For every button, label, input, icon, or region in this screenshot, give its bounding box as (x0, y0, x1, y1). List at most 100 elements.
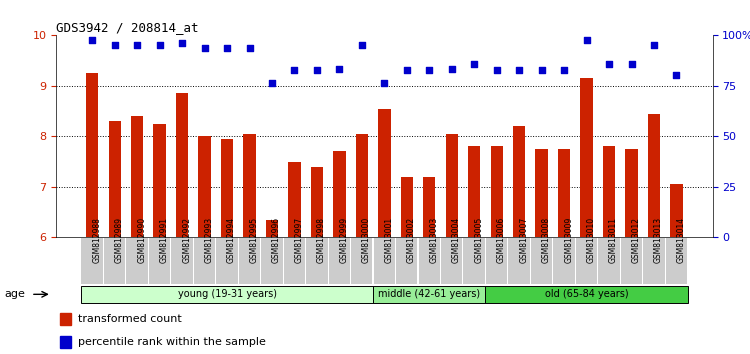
FancyBboxPatch shape (419, 238, 440, 285)
Text: GSM813014: GSM813014 (676, 217, 686, 263)
Text: GSM813004: GSM813004 (452, 216, 460, 263)
Text: GSM813007: GSM813007 (519, 216, 528, 263)
Point (490, 67, 502, 73)
Point (289, 67, 301, 73)
FancyBboxPatch shape (306, 238, 328, 285)
Text: young (19-31 years): young (19-31 years) (178, 289, 277, 299)
Bar (81, 286, 374, 303)
Point (670, 72, 682, 78)
Point (468, 61, 480, 67)
FancyBboxPatch shape (644, 238, 664, 285)
Text: GSM813009: GSM813009 (564, 216, 573, 263)
FancyBboxPatch shape (621, 238, 642, 285)
Text: middle (42-61 years): middle (42-61 years) (378, 289, 481, 299)
Bar (221, 139, 233, 354)
Bar (558, 149, 570, 354)
FancyBboxPatch shape (486, 238, 507, 285)
FancyBboxPatch shape (598, 238, 619, 285)
Point (536, 67, 548, 73)
Text: GSM813002: GSM813002 (406, 217, 416, 263)
Text: GSM812997: GSM812997 (295, 217, 304, 263)
Text: GSM813013: GSM813013 (654, 217, 663, 263)
Bar (374, 286, 485, 303)
Bar (536, 149, 548, 354)
Bar (446, 134, 458, 354)
FancyBboxPatch shape (576, 238, 597, 285)
Bar (468, 147, 481, 354)
FancyBboxPatch shape (374, 238, 395, 285)
Point (199, 45, 211, 51)
Text: GSM812995: GSM812995 (250, 217, 259, 263)
Bar (580, 78, 592, 354)
Text: GSM812992: GSM812992 (182, 217, 191, 263)
Bar (513, 126, 526, 354)
Text: GSM812994: GSM812994 (227, 217, 236, 263)
FancyBboxPatch shape (171, 238, 193, 285)
Bar (648, 114, 660, 354)
Bar (626, 149, 638, 354)
Bar (199, 136, 211, 354)
Point (244, 45, 256, 50)
Text: GSM813006: GSM813006 (496, 216, 506, 263)
Text: GSM812999: GSM812999 (340, 217, 349, 263)
FancyBboxPatch shape (554, 238, 574, 285)
Text: GSM812996: GSM812996 (272, 217, 281, 263)
Bar (310, 167, 323, 354)
FancyBboxPatch shape (396, 238, 418, 285)
FancyBboxPatch shape (284, 238, 305, 285)
Point (334, 67, 346, 72)
Text: GSM813011: GSM813011 (609, 217, 618, 263)
Point (513, 67, 525, 73)
Point (603, 61, 615, 67)
Bar (176, 93, 188, 354)
Point (580, 37, 592, 43)
FancyBboxPatch shape (328, 238, 350, 285)
Point (131, 42, 143, 48)
Point (154, 43, 166, 48)
Point (356, 43, 368, 48)
Point (221, 45, 233, 51)
Bar (86, 73, 98, 354)
Point (86, 38, 98, 43)
FancyBboxPatch shape (238, 238, 260, 285)
FancyBboxPatch shape (216, 238, 238, 285)
Text: old (65-84 years): old (65-84 years) (544, 289, 628, 299)
Text: GSM813003: GSM813003 (429, 216, 438, 263)
Bar (670, 184, 682, 354)
Text: GSM812990: GSM812990 (137, 217, 146, 263)
FancyBboxPatch shape (666, 238, 687, 285)
Bar (423, 177, 436, 354)
Bar (59, 313, 71, 325)
Text: GSM813008: GSM813008 (542, 217, 550, 263)
Text: age: age (4, 289, 26, 299)
FancyBboxPatch shape (194, 238, 215, 285)
Text: GSM812993: GSM812993 (205, 217, 214, 263)
Bar (131, 116, 143, 354)
FancyBboxPatch shape (464, 238, 484, 285)
Text: GSM813000: GSM813000 (362, 216, 371, 263)
Text: GSM812989: GSM812989 (115, 217, 124, 263)
Point (109, 42, 121, 48)
Text: GSM813005: GSM813005 (474, 216, 483, 263)
FancyBboxPatch shape (441, 238, 462, 285)
FancyBboxPatch shape (127, 238, 148, 285)
Point (311, 67, 323, 73)
FancyBboxPatch shape (82, 238, 103, 285)
Bar (378, 109, 391, 354)
Bar (109, 121, 121, 354)
Point (648, 43, 660, 48)
Bar (356, 134, 368, 354)
Bar (243, 134, 256, 354)
Text: GSM812991: GSM812991 (160, 217, 169, 263)
Text: GSM813010: GSM813010 (586, 217, 596, 263)
Point (176, 40, 188, 46)
FancyBboxPatch shape (104, 238, 125, 285)
Text: GSM812988: GSM812988 (92, 217, 101, 263)
Bar (603, 147, 615, 354)
FancyBboxPatch shape (351, 238, 373, 285)
FancyBboxPatch shape (149, 238, 170, 285)
Point (423, 67, 435, 73)
Bar (400, 177, 413, 354)
Point (400, 67, 412, 73)
Bar (154, 124, 166, 354)
